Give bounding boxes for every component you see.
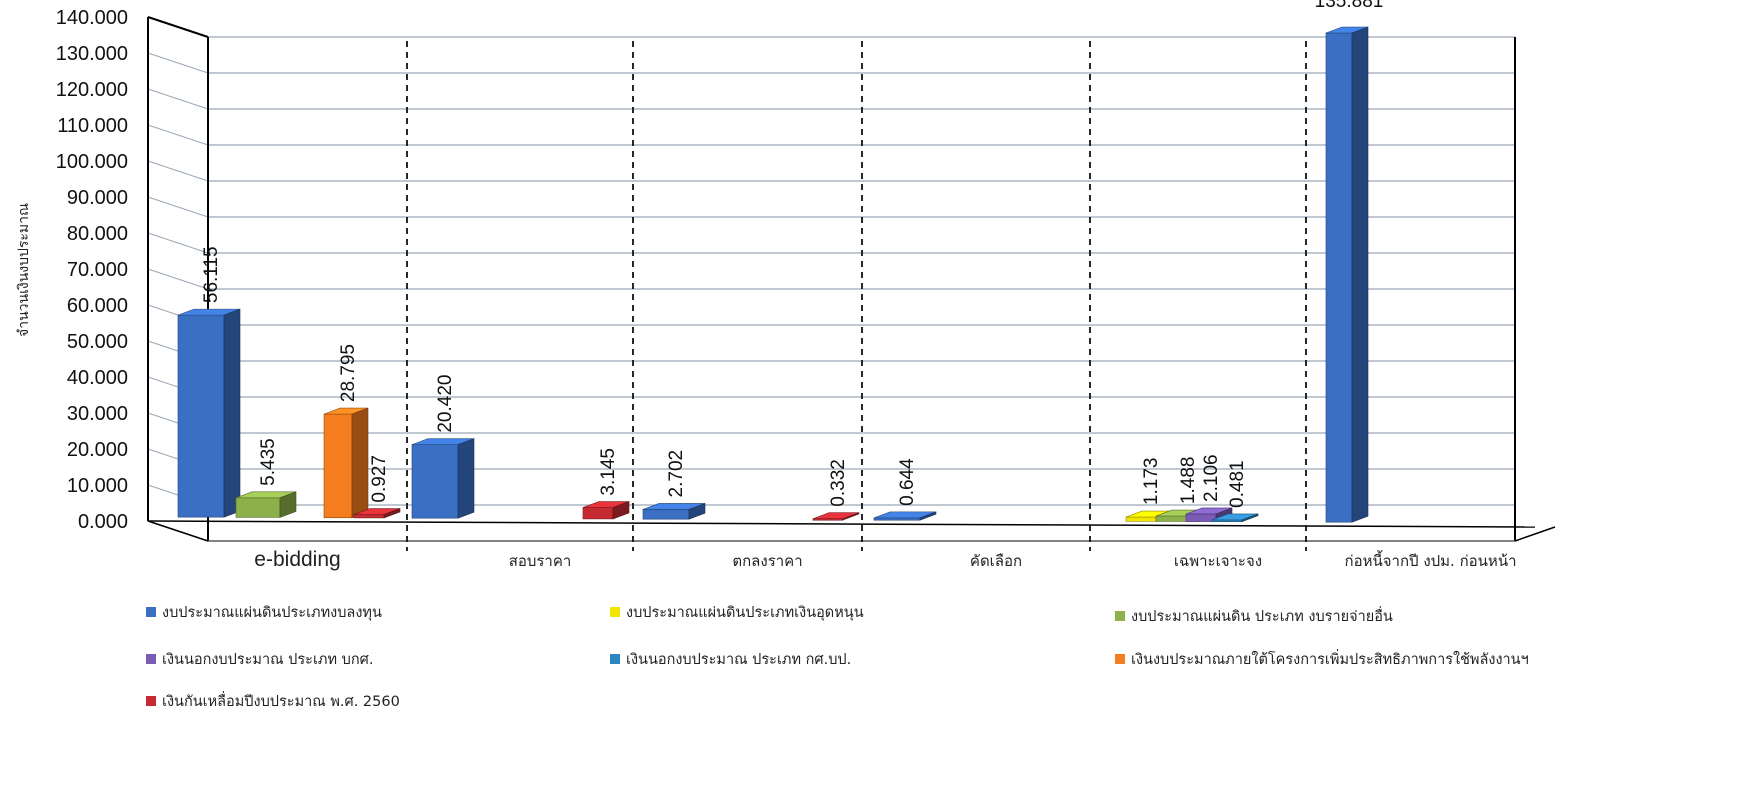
y-tick-label: 100.000: [56, 151, 128, 173]
gridline-diag: [147, 88, 209, 110]
data-label: 0.481: [1227, 460, 1248, 508]
data-label: 20.420: [435, 375, 456, 433]
y-tick-label: 140.000: [56, 7, 128, 29]
data-label: 2.702: [666, 450, 687, 498]
y-tick-label: 50.000: [67, 331, 128, 353]
legend-label: งบประมาณแผ่นดินประเภทงบลงทุน: [162, 605, 382, 621]
legend-swatch: [146, 607, 156, 617]
bar: [1325, 32, 1353, 523]
y-axis-title: จำนวนเงินงบประมาณ: [16, 203, 32, 337]
y-tick-label: 0.000: [78, 511, 128, 533]
bar: [582, 507, 614, 520]
x-category-label: e-bidding: [254, 548, 340, 571]
bar: [353, 514, 385, 519]
back-wall-top-edge: [147, 16, 209, 38]
gridline-diag: [147, 196, 209, 218]
bar: [323, 413, 353, 519]
y-tick-label: 20.000: [67, 439, 128, 461]
bar-side-face: [1241, 513, 1259, 523]
bar: [642, 509, 690, 520]
legend-swatch: [146, 654, 156, 664]
y-tick-label: 60.000: [67, 295, 128, 317]
bar: [411, 444, 459, 519]
x-category-label: ก่อหนี้จากปี งปม. ก่อนหน้า: [1345, 550, 1517, 570]
data-label: 1.488: [1178, 457, 1199, 505]
data-label: 0.927: [369, 455, 390, 503]
bar: [177, 314, 225, 518]
legend-label: เงินกันเหลื่อมปีงบประมาณ พ.ศ. 2560: [162, 691, 400, 710]
floor-right: [1514, 526, 1556, 542]
data-label: 1.173: [1141, 458, 1162, 506]
bar-side-face: [1351, 26, 1369, 523]
bar: [235, 497, 281, 518]
gridline-diag: [147, 52, 209, 74]
bar-side-face: [383, 508, 401, 519]
legend-label: งบประมาณแผ่นดินประเภทเงินอุดหนุน: [626, 605, 864, 621]
y-tick-label: 120.000: [56, 79, 128, 101]
bar-side-face: [279, 491, 297, 518]
bar: [1125, 516, 1157, 522]
y-tick-label: 80.000: [67, 223, 128, 245]
y-tick-label: 10.000: [67, 475, 128, 497]
legend-label: งบประมาณแผ่นดิน ประเภท งบรายจ่ายอื่น: [1131, 606, 1393, 625]
y-tick-label: 40.000: [67, 367, 128, 389]
bar-side-face: [351, 407, 369, 519]
bar-side-face: [842, 512, 860, 521]
legend-swatch: [146, 696, 156, 706]
x-category-label: คัดเลือก: [970, 552, 1022, 570]
floor-left: [147, 520, 209, 542]
y-tick-label: 30.000: [67, 403, 128, 425]
bar-side-face: [688, 503, 706, 520]
legend-swatch: [610, 654, 620, 664]
data-label: 0.644: [897, 458, 918, 506]
legend-label: เงินงบประมาณภายใต้โครงการเพิ่มประสิทธิภา…: [1131, 649, 1529, 668]
x-axis-line: [147, 520, 1536, 528]
data-label: 2.106: [1201, 454, 1222, 502]
data-label: 3.145: [598, 448, 619, 496]
data-label: 5.435: [258, 438, 279, 486]
bar-side-face: [223, 308, 241, 518]
legend-label: เงินนอกงบประมาณ ประเภท กศ.บป.: [626, 652, 851, 668]
data-label: 135.881: [1315, 0, 1384, 12]
legend-swatch: [610, 607, 620, 617]
bar-side-face: [457, 438, 475, 519]
data-label: 28.795: [338, 344, 359, 402]
bar-side-face: [612, 501, 630, 520]
legend-swatch: [1115, 611, 1125, 621]
gridline-diag: [147, 232, 209, 254]
data-label: 56.115: [201, 246, 222, 303]
y-tick-label: 130.000: [56, 43, 128, 65]
bar: [1185, 513, 1217, 522]
x-category-label: ตกลงราคา: [732, 552, 802, 570]
legend-swatch: [1115, 654, 1125, 664]
gridline-diag: [147, 124, 209, 146]
data-label: 0.332: [828, 459, 849, 507]
gridline-diag: [147, 160, 209, 182]
legend-label: เงินนอกงบประมาณ ประเภท บกศ.: [162, 652, 373, 668]
x-category-label: สอบราคา: [509, 552, 572, 570]
y-tick-label: 110.000: [57, 115, 128, 137]
bar: [873, 517, 921, 521]
x-category-label: เฉพาะเจาะจง: [1174, 552, 1262, 570]
gridline-diag: [147, 268, 209, 290]
y-tick-label: 70.000: [67, 259, 128, 281]
y-tick-label: 90.000: [67, 187, 128, 209]
bar-side-face: [919, 511, 937, 521]
